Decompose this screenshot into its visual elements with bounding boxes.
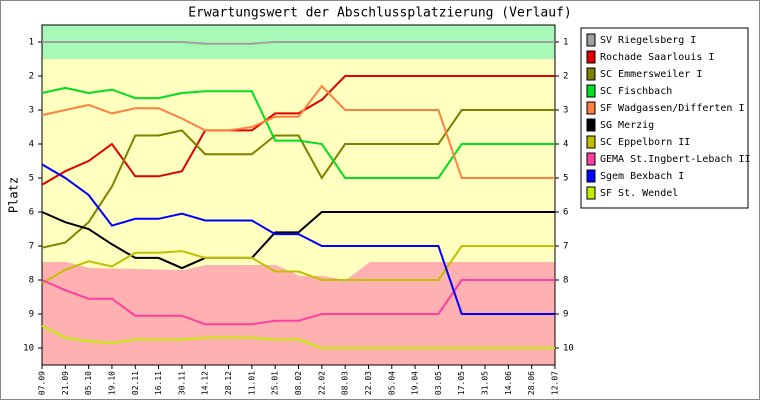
x-tick-label: 31.05 (481, 371, 490, 395)
legend-swatch (586, 50, 596, 64)
y2-tick-label: 3 (563, 106, 568, 116)
y-tick-label: 2 (29, 72, 34, 82)
series-line (41, 109, 555, 249)
x-tick-label: 28.12 (224, 371, 233, 395)
y-tick-label: 3 (29, 106, 34, 116)
legend-label: SC Eppelborn II (600, 137, 690, 148)
series-line (41, 163, 555, 315)
legend-swatch (586, 118, 596, 132)
y-tick-label: 5 (29, 174, 34, 184)
series-line (41, 211, 555, 270)
y-tick-label: 8 (29, 276, 34, 286)
x-tick-label: 17.05 (457, 371, 466, 395)
legend-label: Sgem Bexbach I (600, 171, 684, 182)
x-tick-label: 07.09 (38, 371, 47, 395)
x-tick-label: 22.02 (317, 371, 326, 395)
legend-swatch (586, 186, 596, 200)
y2-tick-label: 2 (563, 72, 568, 82)
x-tick-label: 30.11 (177, 371, 186, 395)
y2-tick-label: 9 (563, 310, 568, 320)
series-line (41, 245, 555, 285)
x-tick-label: 11.01 (247, 371, 256, 395)
y-tick-label: 1 (29, 38, 34, 48)
legend-swatch (586, 33, 596, 47)
x-tick-label: 25.01 (271, 371, 280, 395)
legend-swatch (586, 169, 596, 183)
legend-label: GEMA St.Ingbert-Lebach II (600, 154, 751, 165)
x-tick-label: 21.09 (61, 371, 70, 395)
legend (580, 27, 749, 209)
y2-tick-label: 7 (563, 242, 568, 252)
x-tick-label: 19.04 (411, 371, 420, 395)
legend-swatch (586, 84, 596, 98)
y2-tick-label: 1 (563, 38, 568, 48)
y-tick-label: 7 (29, 242, 34, 252)
series-line (41, 75, 555, 186)
x-tick-label: 05.04 (387, 371, 396, 395)
legend-swatch (586, 135, 596, 149)
x-tick-label: 02.11 (131, 371, 140, 395)
x-tick-label: 05.10 (84, 371, 93, 395)
chart-title: Erwartungswert der Abschlussplatzierung … (188, 6, 572, 21)
series-line (41, 279, 555, 326)
legend-swatch (586, 67, 596, 81)
legend-label: SF St. Wendel (600, 188, 678, 199)
legend-label: SG Merzig (600, 120, 654, 131)
y-tick-label: 10 (23, 344, 34, 354)
x-tick-label: 03.05 (434, 371, 443, 395)
y-tick-label: 4 (29, 140, 34, 150)
x-tick-label: 08.03 (341, 371, 350, 395)
x-tick-label: 19.10 (107, 371, 116, 395)
legend-label: SC Emmersweiler I (600, 69, 702, 80)
x-tick-label: 14.06 (504, 371, 513, 395)
legend-label: SF Wadgassen/Differten I (600, 103, 745, 114)
y-axis-label: Platz (7, 177, 21, 213)
legend-label: Rochade Saarlouis I (600, 52, 714, 63)
legend-swatch (586, 101, 596, 115)
y2-tick-label: 4 (563, 140, 568, 150)
y-tick-label: 9 (29, 310, 34, 320)
x-tick-label: 28.06 (527, 371, 536, 395)
y-tick-label: 6 (29, 208, 34, 218)
y2-tick-label: 10 (563, 344, 574, 354)
legend-label: SV Riegelsberg I (600, 35, 696, 46)
x-tick-label: 22.03 (364, 371, 373, 395)
legend-label: SC Fischbach (600, 86, 672, 97)
series-line (41, 86, 555, 179)
y2-tick-label: 8 (563, 276, 568, 286)
series-line (41, 84, 555, 179)
x-tick-label: 16.11 (154, 371, 163, 395)
x-tick-label: 14.12 (201, 371, 210, 395)
series-line (41, 325, 555, 349)
legend-swatch (586, 152, 596, 166)
y2-tick-label: 5 (563, 174, 568, 184)
x-tick-label: 12.07 (551, 371, 560, 395)
y2-tick-label: 6 (563, 208, 568, 218)
x-tick-label: 08.02 (294, 371, 303, 395)
series-line (42, 41, 555, 45)
